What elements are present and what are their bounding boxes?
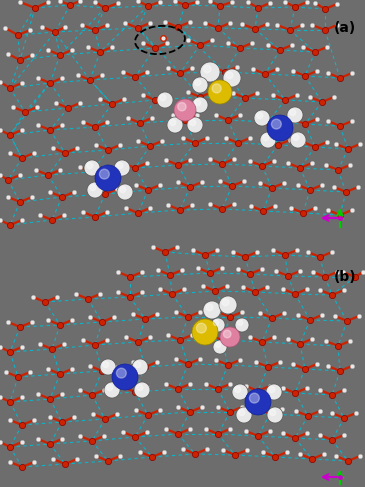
Circle shape [192,97,208,113]
Circle shape [269,387,275,393]
Circle shape [134,382,150,398]
Text: (b): (b) [334,270,356,284]
Circle shape [293,134,299,141]
Circle shape [272,119,281,129]
Circle shape [290,132,306,148]
Circle shape [214,320,219,326]
Circle shape [239,410,245,415]
Circle shape [287,107,303,123]
Circle shape [195,99,201,106]
Circle shape [270,410,276,415]
Circle shape [219,296,237,314]
Circle shape [222,299,229,306]
Circle shape [170,120,176,126]
Circle shape [100,359,116,375]
Circle shape [99,169,109,179]
Circle shape [196,323,206,333]
Circle shape [223,69,241,87]
Circle shape [257,112,263,119]
Circle shape [107,385,113,391]
Circle shape [178,103,186,111]
Circle shape [104,382,120,398]
Circle shape [95,165,121,191]
Circle shape [200,62,220,82]
Circle shape [267,115,293,141]
Circle shape [137,385,143,391]
Circle shape [263,134,269,141]
Circle shape [260,132,276,148]
Circle shape [226,72,233,79]
Circle shape [211,318,225,332]
Circle shape [174,99,196,121]
Circle shape [237,320,243,326]
Circle shape [160,94,166,101]
Circle shape [206,304,213,311]
Circle shape [167,117,183,133]
Circle shape [220,327,240,347]
Circle shape [132,359,148,375]
Circle shape [213,340,227,354]
Circle shape [114,160,130,176]
Circle shape [116,368,126,378]
Circle shape [267,407,283,423]
Circle shape [249,393,259,403]
Circle shape [236,407,252,423]
Circle shape [84,160,100,176]
Circle shape [195,79,201,86]
Circle shape [208,80,232,104]
Circle shape [117,163,123,169]
Circle shape [212,84,221,93]
Circle shape [192,77,208,93]
Circle shape [254,110,270,126]
Circle shape [187,117,203,133]
Circle shape [135,361,141,368]
Circle shape [235,318,249,332]
Circle shape [87,182,103,198]
Circle shape [103,361,109,368]
Circle shape [235,387,241,393]
Circle shape [245,389,271,415]
Text: (a): (a) [334,21,356,35]
Circle shape [203,65,211,73]
Circle shape [117,184,133,200]
Circle shape [266,384,282,400]
Circle shape [203,301,221,319]
Circle shape [190,120,196,126]
Circle shape [90,185,96,190]
Circle shape [192,319,218,345]
Circle shape [290,110,296,115]
Circle shape [120,187,126,193]
Circle shape [87,163,93,169]
Circle shape [232,384,248,400]
Circle shape [157,92,173,108]
Circle shape [223,330,231,338]
Circle shape [112,364,138,390]
Circle shape [215,342,221,348]
